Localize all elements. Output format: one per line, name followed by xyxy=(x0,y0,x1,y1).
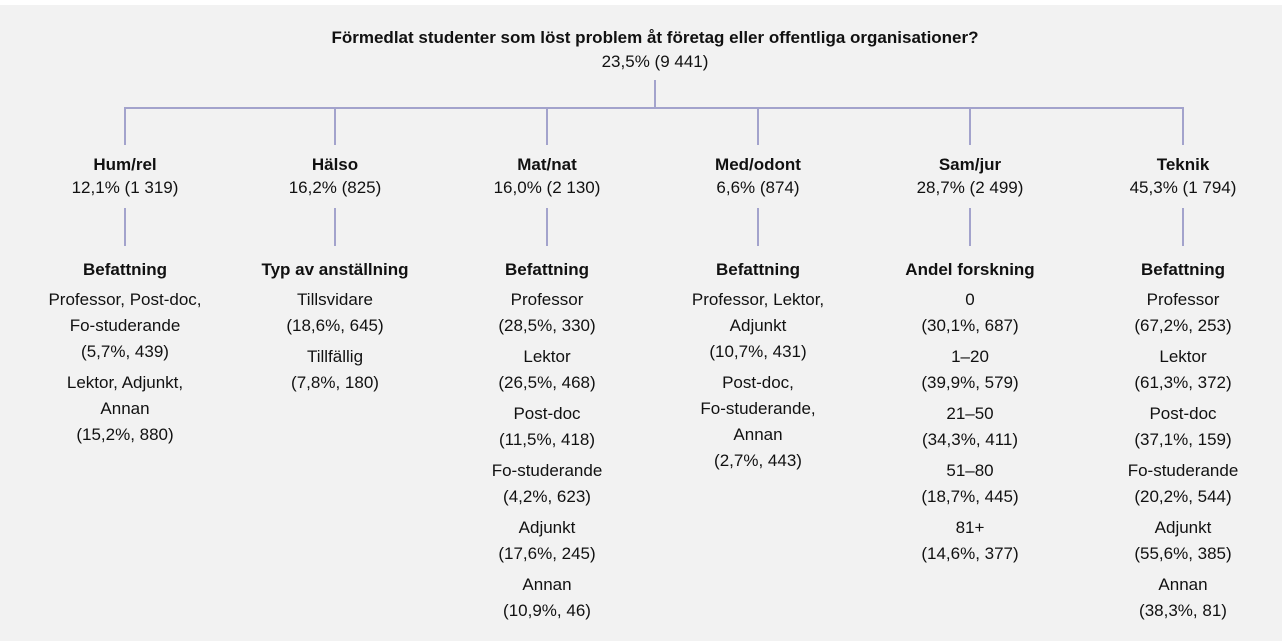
leaf-label: Tillfällig xyxy=(306,347,364,366)
leaf-label: 21–50 xyxy=(946,404,994,423)
background xyxy=(0,5,1282,641)
leaf-label: Annan xyxy=(522,575,572,594)
branch-name: Hum/rel xyxy=(93,155,157,174)
branch-stat: 16,2% (825) xyxy=(288,178,382,197)
leaf-stat: (55,6%, 385) xyxy=(1134,544,1232,563)
leaf-label: Tillsvidare xyxy=(297,290,373,309)
branch-stat: 12,1% (1 319) xyxy=(71,178,179,197)
leaf-label: Lektor, Adjunkt, xyxy=(66,373,184,392)
leaf-label: Fo-studerande xyxy=(491,461,603,480)
leaf-label: Post-doc xyxy=(1149,404,1217,423)
leaf-label: 0 xyxy=(965,290,975,309)
leaf-label: 81+ xyxy=(955,518,985,537)
leaf-label: Professor, Post-doc, xyxy=(48,290,202,309)
leaf-stat: (10,7%, 431) xyxy=(709,342,807,361)
leaf-label: Adjunkt xyxy=(729,316,787,335)
leaf-stat: (7,8%, 180) xyxy=(291,373,379,392)
leaf-stat: (38,3%, 81) xyxy=(1139,601,1227,620)
split-label: Befattning xyxy=(82,260,168,279)
leaf-label: Fo-studerande xyxy=(69,316,181,335)
branch-stat: 16,0% (2 130) xyxy=(493,178,601,197)
leaf-label: Lektor xyxy=(523,347,571,366)
leaf-stat: (2,7%, 443) xyxy=(714,451,802,470)
leaf-label: Fo-studerande, xyxy=(700,399,816,418)
leaf-stat: (26,5%, 468) xyxy=(498,373,596,392)
leaf-stat: (28,5%, 330) xyxy=(498,316,596,335)
leaf-label: Lektor xyxy=(1159,347,1207,366)
split-label: Andel forskning xyxy=(905,260,1035,279)
split-label: Befattning xyxy=(1140,260,1226,279)
branch-name: Mat/nat xyxy=(517,155,577,174)
branch-name: Sam/jur xyxy=(938,155,1002,174)
leaf-stat: (20,2%, 544) xyxy=(1134,487,1232,506)
leaf-label: Professor xyxy=(1146,290,1220,309)
leaf-label: Annan xyxy=(100,399,150,418)
leaf-stat: (18,7%, 445) xyxy=(921,487,1019,506)
leaf-stat: (4,2%, 623) xyxy=(503,487,591,506)
leaf-stat: (17,6%, 245) xyxy=(498,544,596,563)
leaf-stat: (34,3%, 411) xyxy=(921,430,1019,449)
leaf-label: 51–80 xyxy=(946,461,994,480)
leaf-stat: (37,1%, 159) xyxy=(1134,430,1232,449)
leaf-stat: (5,7%, 439) xyxy=(81,342,169,361)
leaf-label: Annan xyxy=(1158,575,1208,594)
leaf-stat: (10,9%, 46) xyxy=(503,601,591,620)
leaf-label: Professor xyxy=(510,290,584,309)
leaf-label: Post-doc, xyxy=(722,373,794,392)
leaf-stat: (11,5%, 418) xyxy=(498,430,596,449)
leaf-label: 1–20 xyxy=(951,347,989,366)
leaf-stat: (18,6%, 645) xyxy=(286,316,384,335)
split-label: Befattning xyxy=(504,260,590,279)
leaf-stat: (15,2%, 880) xyxy=(76,425,174,444)
leaf-label: Annan xyxy=(733,425,783,444)
branch-stat: 6,6% (874) xyxy=(716,178,800,197)
leaf-label: Adjunkt xyxy=(518,518,576,537)
leaf-label: Adjunkt xyxy=(1154,518,1212,537)
leaf-stat: (67,2%, 253) xyxy=(1134,316,1232,335)
branch-stat: 45,3% (1 794) xyxy=(1129,178,1237,197)
leaf-label: Fo-studerande xyxy=(1127,461,1239,480)
leaf-label: Post-doc xyxy=(513,404,581,423)
branch-name: Hälso xyxy=(311,155,359,174)
leaf-stat: (30,1%, 687) xyxy=(921,316,1019,335)
split-label: Befattning xyxy=(715,260,801,279)
leaf-stat: (39,9%, 579) xyxy=(921,373,1019,392)
branch-name: Teknik xyxy=(1156,155,1210,174)
leaf-stat: (14,6%, 377) xyxy=(921,544,1019,563)
branch-name: Med/odont xyxy=(715,155,801,174)
branch-stat: 28,7% (2 499) xyxy=(916,178,1024,197)
split-label: Typ av anställning xyxy=(261,260,409,279)
root-title: Förmedlat studenter som löst problem åt … xyxy=(331,28,979,47)
leaf-label: Professor, Lektor, xyxy=(691,290,825,309)
root-stat: 23,5% (9 441) xyxy=(601,52,709,71)
leaf-stat: (61,3%, 372) xyxy=(1134,373,1232,392)
